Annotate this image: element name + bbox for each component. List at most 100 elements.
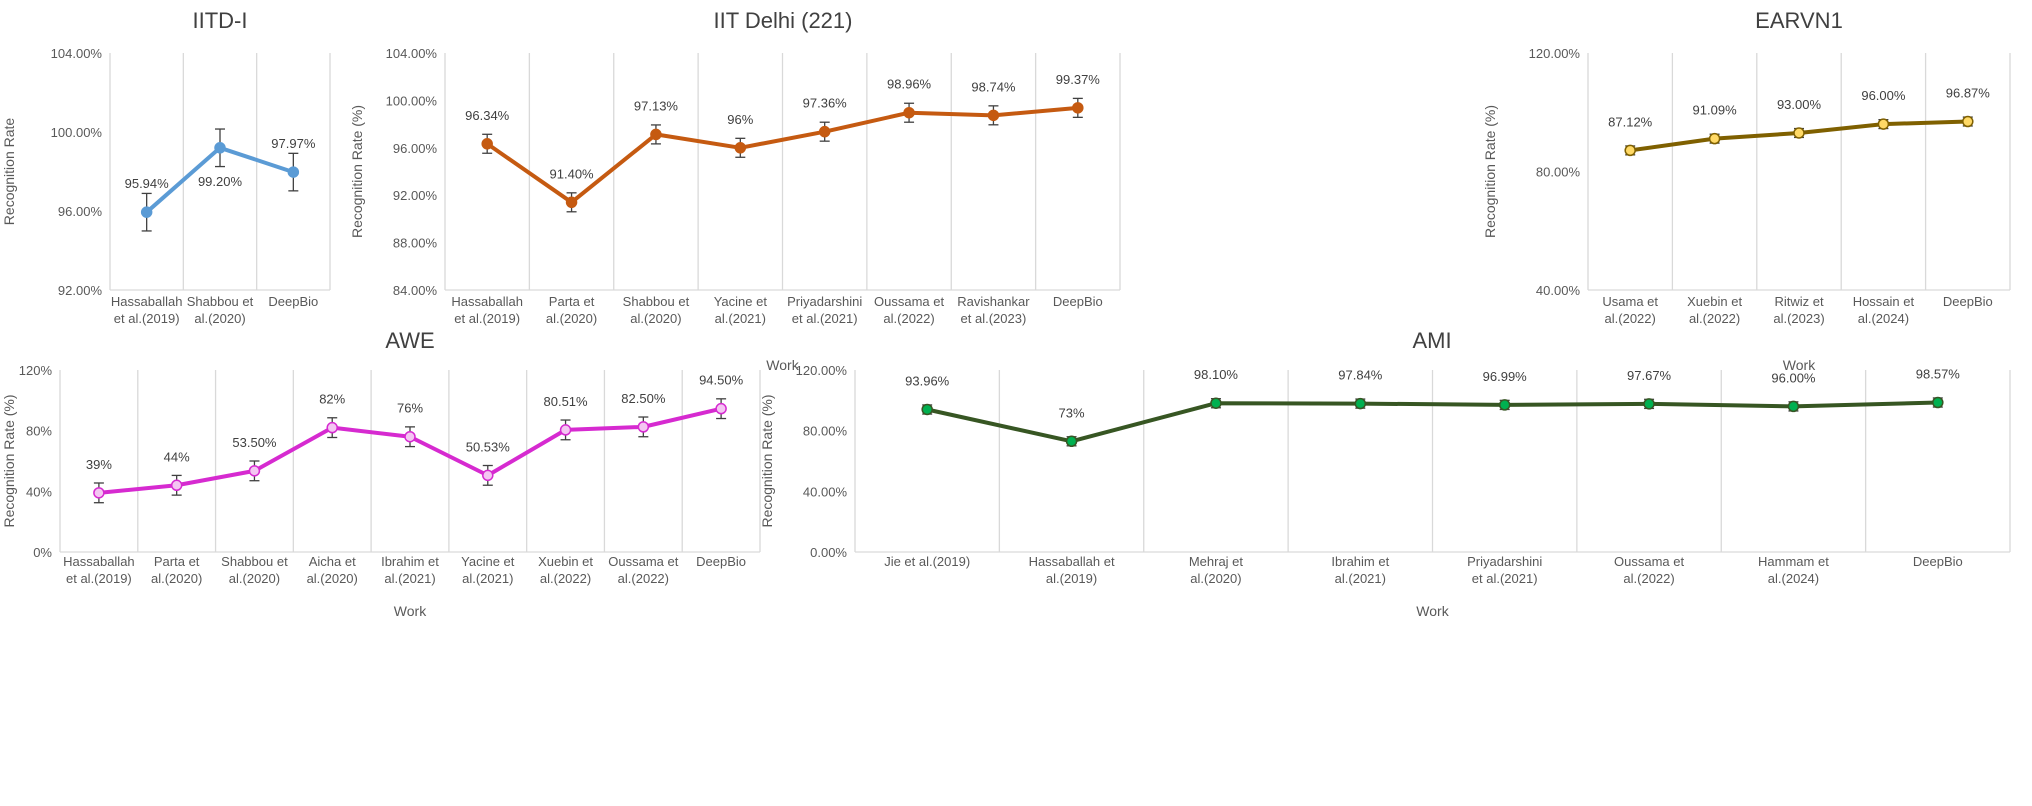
data-label: 97.67% (1627, 368, 1672, 383)
x-tick-label-line: Xuebin et (538, 554, 593, 569)
data-label: 50.53% (466, 439, 511, 454)
x-tick-label: Oussama et al.(2022) (1614, 554, 1684, 586)
data-point (1065, 435, 1078, 448)
data-point (1932, 396, 1944, 409)
x-tick-label-line: et al.(2021) (792, 311, 858, 326)
x-tick-label: Ravishankar et al.(2023) (957, 294, 1030, 326)
data-label: 39% (86, 457, 112, 472)
data-label: 87.12% (1608, 114, 1653, 129)
x-tick-label-line: Hassaballah (111, 294, 183, 309)
x-tick-label-line: Hammam et (1758, 554, 1829, 569)
y-tick-label: 80% (26, 424, 52, 439)
y-tick-label: 120.00% (1529, 46, 1581, 61)
series-line (486, 105, 1078, 205)
chart-title: IIT Delhi (221) (714, 8, 853, 33)
x-tick-label-line: Priyadarshini (787, 294, 862, 309)
x-tick-label: DeepBio (1943, 294, 1993, 309)
y-tick-label: 104.00% (51, 46, 103, 61)
x-tick-label: Hassaballah et al.(2019) (1029, 554, 1115, 586)
x-tick-label: Hossain et al.(2024) (1853, 294, 1915, 326)
data-label: 96% (727, 112, 753, 127)
data-label: 44% (164, 449, 190, 464)
x-tick-label-line: Oussama et (608, 554, 678, 569)
data-label: 98.57% (1916, 367, 1961, 382)
data-point (287, 166, 300, 178)
x-tick-label-line: DeepBio (1053, 294, 1103, 309)
x-tick-label: Hassaballah et al.(2019) (63, 554, 135, 586)
x-tick-label: Priyadarshini et al.(2021) (787, 294, 862, 326)
x-tick-label: Shabbou et al.(2020) (623, 294, 690, 326)
x-tick-label-line: Shabbou et (623, 294, 690, 309)
data-label: 97.97% (271, 136, 316, 151)
data-label: 80.51% (544, 394, 589, 409)
data-point (482, 469, 494, 482)
x-tick-label-line: al.(2021) (462, 571, 513, 586)
y-tick-label: 100.00% (386, 93, 438, 108)
x-tick-label-line: Oussama et (874, 294, 944, 309)
y-axis-label: Recognition Rate (%) (1482, 105, 1498, 238)
x-tick-label-line: et al.(2021) (1472, 571, 1538, 586)
data-point (734, 142, 747, 154)
x-tick-label: Hassaballah et al.(2019) (111, 294, 183, 326)
x-tick-label-line: Ibrahim et (1331, 554, 1389, 569)
y-axis-label: Recognition Rate (%) (759, 394, 775, 527)
x-tick-label-line: al.(2022) (618, 571, 669, 586)
x-tick-label-line: al.(2020) (1190, 571, 1241, 586)
y-axis-label: Recognition Rate (1, 118, 17, 226)
y-axis-label: Recognition Rate (%) (1, 394, 17, 527)
x-tick-label: DeepBio (1913, 554, 1963, 569)
data-label: 96.00% (1861, 88, 1906, 103)
x-tick-label-line: Ritwiz et (1774, 294, 1824, 309)
x-tick-label-line: DeepBio (268, 294, 318, 309)
series-line (926, 400, 1938, 444)
y-tick-label: 92.00% (393, 188, 438, 203)
x-tick-label-line: et al.(2023) (961, 311, 1027, 326)
x-axis-label: Work (766, 357, 799, 373)
x-axis-label: Work (1416, 603, 1449, 619)
data-label: 95.94% (125, 176, 170, 191)
data-label: 96.34% (465, 108, 510, 123)
data-point (1643, 398, 1655, 410)
x-tick-label-line: Hassaballah (451, 294, 523, 309)
data-point (921, 403, 933, 416)
x-tick-label: Hassaballah et al.(2019) (451, 294, 523, 326)
x-tick-label-line: Usama et (1602, 294, 1658, 309)
data-point (481, 138, 493, 150)
x-tick-label-line: al.(2023) (1773, 311, 1824, 326)
x-tick-label-line: al.(2021) (384, 571, 435, 586)
x-tick-label: Parta et al.(2020) (151, 554, 202, 586)
data-point (637, 421, 650, 433)
data-label: 99.37% (1056, 72, 1101, 87)
x-tick-label-line: al.(2019) (1046, 571, 1097, 586)
chart-title: AMI (1412, 328, 1451, 353)
x-tick-label-line: al.(2024) (1768, 571, 1819, 586)
x-tick-label-line: al.(2020) (194, 311, 245, 326)
y-tick-label: 80.00% (803, 424, 848, 439)
x-tick-label-line: al.(2020) (546, 311, 597, 326)
x-tick-label-line: DeepBio (1943, 294, 1993, 309)
x-tick-label: DeepBio (696, 554, 746, 569)
data-point (1072, 102, 1084, 114)
x-tick-label-line: Xuebin et (1687, 294, 1742, 309)
chart-0: IITD-I 92.00% 96.00% 100.00% 104.00% Recognit… (1, 8, 331, 326)
data-point (1793, 127, 1805, 139)
x-tick-label: Ibrahim et al.(2021) (381, 554, 439, 586)
x-tick-label: Hammam et al.(2024) (1758, 554, 1829, 586)
chart-title: IITD-I (193, 8, 248, 33)
x-tick-label: Shabbou et al.(2020) (187, 294, 254, 326)
data-point (1354, 397, 1367, 410)
x-axis-label: Work (394, 603, 427, 619)
data-point (987, 109, 1000, 122)
x-tick-label-line: al.(2022) (540, 571, 591, 586)
y-tick-label: 40.00% (803, 484, 848, 499)
x-tick-label-line: Hossain et (1853, 294, 1915, 309)
x-tick-label-line: al.(2020) (307, 571, 358, 586)
x-tick-label: Aicha et al.(2020) (307, 554, 358, 586)
x-tick-label-line: Parta et (154, 554, 200, 569)
x-tick-label: Xuebin et al.(2022) (538, 554, 593, 586)
x-tick-label-line: al.(2022) (1623, 571, 1674, 586)
x-tick-label-line: al.(2022) (1605, 311, 1656, 326)
x-tick-label-line: al.(2022) (1689, 311, 1740, 326)
x-axis-label: Work (1783, 357, 1816, 373)
x-tick-label: Yacine et al.(2021) (461, 554, 515, 586)
